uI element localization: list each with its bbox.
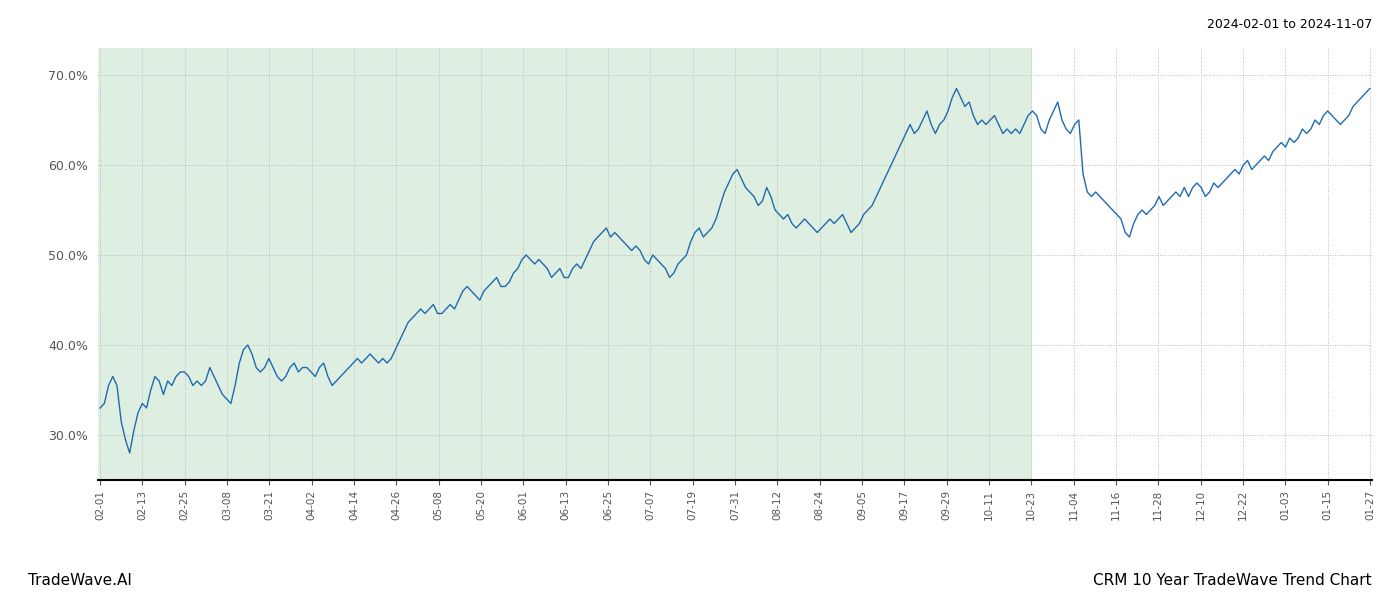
Text: 2024-02-01 to 2024-11-07: 2024-02-01 to 2024-11-07	[1207, 18, 1372, 31]
Bar	[98, 48, 1032, 480]
Text: TradeWave.AI: TradeWave.AI	[28, 573, 132, 588]
Text: CRM 10 Year TradeWave Trend Chart: CRM 10 Year TradeWave Trend Chart	[1093, 573, 1372, 588]
